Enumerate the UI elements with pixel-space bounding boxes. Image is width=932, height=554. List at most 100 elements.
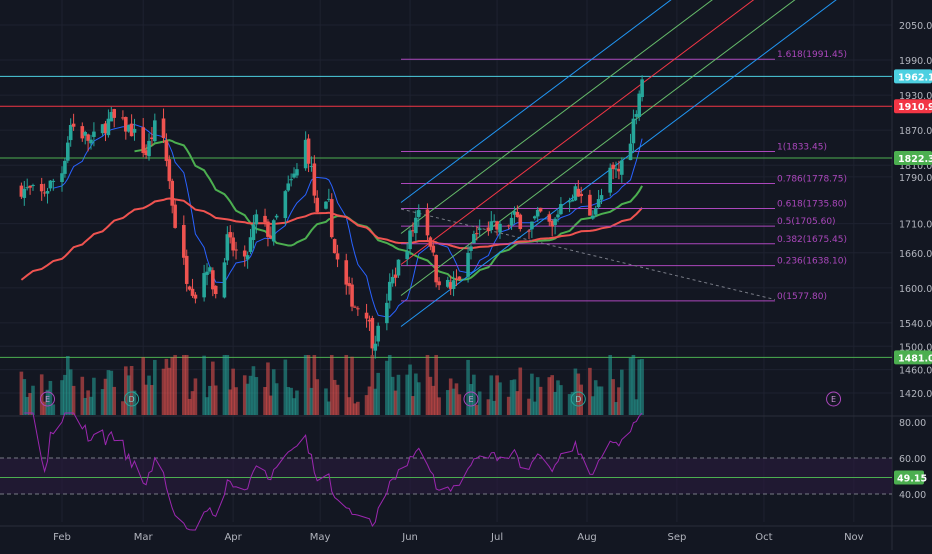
volume-bar	[80, 376, 85, 415]
channel-upper-line	[400, 0, 672, 203]
event-marker[interactable]	[39, 391, 55, 407]
candle-body	[274, 215, 279, 218]
price-level-badge	[894, 99, 932, 114]
channel-mid-line	[400, 0, 755, 265]
candle-body	[248, 237, 253, 252]
candle-body	[573, 186, 578, 201]
candle-body	[353, 306, 357, 308]
volume-bar	[620, 369, 624, 415]
volume-bar	[451, 388, 456, 415]
volume-bar	[469, 383, 473, 415]
candle-body	[457, 276, 462, 280]
candle-body	[242, 250, 247, 257]
volume-bar	[42, 401, 47, 415]
event-marker[interactable]	[570, 391, 586, 407]
time-tick-label: Jun	[401, 532, 418, 543]
candle-body	[498, 223, 502, 233]
volume-bar	[405, 374, 409, 415]
candle-body	[599, 195, 604, 200]
candle-body	[591, 215, 595, 219]
volume-bar	[431, 385, 436, 415]
rsi-axis[interactable]: 80.00 60.00 40.00 49.15	[894, 418, 927, 501]
time-axis[interactable]: Feb Mar Apr May Jun Jul Aug Sep Oct Nov	[53, 532, 864, 543]
volume-bar	[547, 377, 552, 415]
candle-body	[593, 208, 598, 215]
price-level-badge	[894, 150, 932, 165]
volume-bar	[45, 389, 50, 415]
candle-body	[271, 220, 276, 242]
event-marker[interactable]	[463, 391, 479, 407]
volume-bar	[234, 387, 238, 415]
volume-bar	[353, 403, 357, 415]
volume-bar	[567, 394, 572, 415]
event-marker-label: D	[575, 395, 581, 404]
volume-bar	[530, 373, 534, 415]
channel-inner-upper-line	[400, 0, 713, 234]
price-level-badge-label: 1481.05	[898, 353, 932, 364]
candle-body	[106, 118, 111, 136]
candle-body	[141, 127, 146, 153]
event-marker-label: E	[45, 395, 50, 404]
volume-bar	[527, 398, 531, 415]
volume-bar	[425, 355, 430, 415]
volume-bar	[588, 367, 592, 415]
price-axis[interactable]: 2050.00 1990.00 1930.00 1870.00 1810.001790.…	[894, 21, 932, 400]
candle-body	[245, 255, 250, 260]
volume-bar	[573, 368, 578, 415]
volume-bar	[31, 385, 35, 415]
volume-bar	[617, 387, 621, 415]
volume-bar	[292, 398, 296, 415]
fib-retracement[interactable]: 1.618(1991.45) 1(1833.45) 0.786(1778.75) 0.…	[401, 50, 847, 302]
candle-body	[570, 199, 575, 202]
fib-level-label: 0(1577.80)	[777, 292, 827, 302]
candle-body	[486, 227, 491, 232]
time-tick-label: Nov	[844, 532, 864, 543]
volume-bar	[295, 390, 299, 415]
volume-bar	[393, 390, 398, 415]
volume-bar	[596, 386, 601, 415]
candle-body	[100, 124, 105, 134]
volume-bar	[457, 394, 462, 415]
candle-body	[550, 220, 554, 227]
fib-level-label: 0.5(1705.60)	[777, 217, 836, 227]
candle-body	[63, 160, 67, 174]
volume-bar	[637, 359, 642, 415]
volume-bar	[147, 375, 151, 415]
volume-bar	[631, 355, 636, 415]
candle-body	[611, 164, 615, 170]
event-marker[interactable]	[826, 391, 842, 407]
event-marker[interactable]	[124, 391, 140, 407]
candle-body	[628, 143, 633, 161]
candle-body	[292, 173, 296, 178]
candle-body	[350, 284, 354, 307]
price-tick-label: 1420.00	[899, 389, 932, 400]
candle-body	[83, 131, 88, 136]
volume-bar	[184, 355, 189, 415]
volume-bar	[448, 378, 453, 415]
candle-body	[303, 139, 308, 169]
candle-body	[295, 169, 299, 176]
candle-body	[428, 237, 433, 247]
volume-bar	[274, 383, 279, 415]
volume-bar	[68, 369, 73, 415]
price-level-badge-label: 1962.15	[898, 72, 932, 83]
volume-bar	[92, 377, 96, 415]
volume-bar	[489, 375, 494, 415]
time-tick-label: Apr	[224, 532, 242, 543]
candle-body	[376, 325, 380, 342]
candle-body	[121, 117, 125, 119]
event-marker-label: E	[831, 395, 836, 404]
fib-level-label: 0.618(1735.80)	[777, 200, 847, 210]
volume-bar	[445, 390, 450, 415]
candles[interactable]	[19, 75, 644, 359]
candle-body	[269, 235, 273, 238]
volume-bar	[121, 401, 125, 415]
candle-body	[472, 233, 476, 244]
volume-bar	[283, 359, 288, 415]
fib-level-label: 0.382(1675.45)	[777, 235, 847, 245]
regression-channel[interactable]	[400, 0, 892, 327]
volume-bar	[63, 374, 67, 415]
candle-body	[193, 294, 198, 299]
volume-bar	[129, 366, 134, 415]
